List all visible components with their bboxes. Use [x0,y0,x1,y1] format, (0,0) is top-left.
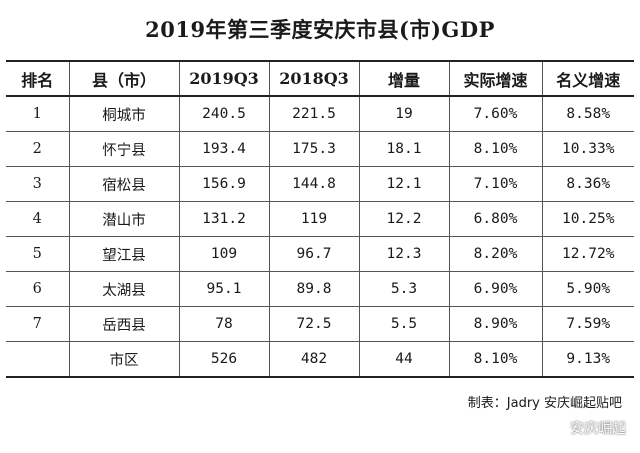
increase-cell: 5.5 [358,306,450,342]
increase-cell: 12.3 [358,236,450,272]
gdp-2019q3-cell: 131.2 [178,201,270,237]
gdp-2019q3-cell: 240.5 [178,96,270,132]
gdp-2018q3-cell: 119 [268,201,360,237]
nominal-growth-cell: 5.90% [541,271,634,307]
county-cell: 怀宁县 [68,131,180,167]
gdp-2019q3-cell: 156.9 [178,166,270,202]
gdp-2019q3-cell: 526 [178,341,270,378]
real-growth-cell: 8.10% [448,131,543,167]
gdp-2018q3-cell: 221.5 [268,96,360,132]
rank-cell: 7 [6,306,70,342]
gdp-2018q3-cell: 144.8 [268,166,360,202]
county-cell: 宿松县 [68,166,180,202]
table-row-urban-total: 市区 526 482 44 8.10% 9.13% [6,341,634,378]
nominal-growth-cell: 8.58% [541,96,634,132]
table-row: 4 潜山市 131.2 119 12.2 6.80% 10.25% [6,201,634,237]
real-growth-cell: 6.80% [448,201,543,237]
table-row: 2 怀宁县 193.4 175.3 18.1 8.10% 10.33% [6,131,634,167]
column-header-increase: 增量 [358,60,450,97]
real-growth-cell: 8.10% [448,341,543,378]
rank-cell: 1 [6,96,70,132]
page-title: 2019年第三季度安庆市县(市)GDP [145,17,495,42]
table-row: 6 太湖县 95.1 89.8 5.3 6.90% 5.90% [6,271,634,307]
increase-cell: 18.1 [358,131,450,167]
gdp-2018q3-cell: 96.7 [268,236,360,272]
table-row: 5 望江县 109 96.7 12.3 8.20% 12.72% [6,236,634,272]
real-growth-cell: 8.20% [448,236,543,272]
column-header-rank: 排名 [6,60,70,97]
gdp-2018q3-cell: 89.8 [268,271,360,307]
gdp-2019q3-cell: 95.1 [178,271,270,307]
county-cell: 望江县 [68,236,180,272]
watermark: 安庆崛起 [544,418,626,438]
real-growth-cell: 6.90% [448,271,543,307]
real-growth-cell: 7.10% [448,166,543,202]
increase-cell: 44 [358,341,450,378]
gdp-2019q3-cell: 109 [178,236,270,272]
table-row: 1 桐城市 240.5 221.5 19 7.60% 8.58% [6,96,634,132]
rank-cell: 2 [6,131,70,167]
county-cell: 太湖县 [68,271,180,307]
nominal-growth-cell: 12.72% [541,236,634,272]
column-header-2019q3: 2019Q3 [178,60,270,97]
county-cell: 桐城市 [68,96,180,132]
gdp-table: 排名 县（市） 2019Q3 2018Q3 增量 实际增速 名义增速 1 桐城市… [6,60,634,378]
watermark-text: 安庆崛起 [570,421,626,437]
table-header-row: 排名 县（市） 2019Q3 2018Q3 增量 实际增速 名义增速 [6,60,634,97]
gdp-2018q3-cell: 482 [268,341,360,378]
gdp-2019q3-cell: 78 [178,306,270,342]
increase-cell: 12.2 [358,201,450,237]
rank-cell: 5 [6,236,70,272]
real-growth-cell: 7.60% [448,96,543,132]
rank-cell: 6 [6,271,70,307]
rank-cell [6,341,70,378]
nominal-growth-cell: 9.13% [541,341,634,378]
column-header-real-growth: 实际增速 [448,60,543,97]
nominal-growth-cell: 10.33% [541,131,634,167]
nominal-growth-cell: 10.25% [541,201,634,237]
column-header-2018q3: 2018Q3 [268,60,360,97]
column-header-nominal-growth: 名义增速 [541,60,634,97]
column-header-county: 县（市） [68,60,180,97]
table-row: 7 岳西县 78 72.5 5.5 8.90% 7.59% [6,306,634,342]
nominal-growth-cell: 8.36% [541,166,634,202]
table-row: 3 宿松县 156.9 144.8 12.1 7.10% 8.36% [6,166,634,202]
county-cell: 市区 [68,341,180,378]
rank-cell: 4 [6,201,70,237]
table-source-note: 制表：Jadry 安庆崛起贴吧 [467,396,622,411]
real-growth-cell: 8.90% [448,306,543,342]
county-cell: 岳西县 [68,306,180,342]
wechat-icon [544,419,564,437]
increase-cell: 12.1 [358,166,450,202]
gdp-2018q3-cell: 72.5 [268,306,360,342]
gdp-2019q3-cell: 193.4 [178,131,270,167]
nominal-growth-cell: 7.59% [541,306,634,342]
rank-cell: 3 [6,166,70,202]
gdp-2018q3-cell: 175.3 [268,131,360,167]
increase-cell: 5.3 [358,271,450,307]
increase-cell: 19 [358,96,450,132]
county-cell: 潜山市 [68,201,180,237]
